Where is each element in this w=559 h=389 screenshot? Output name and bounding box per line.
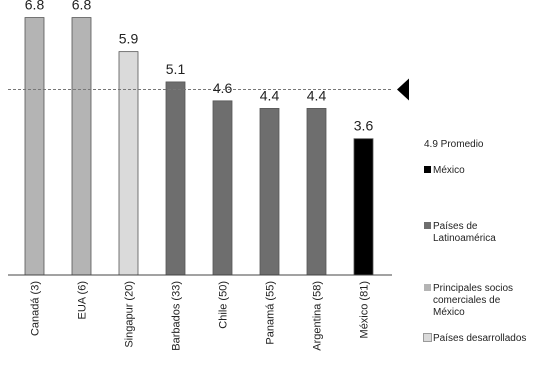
value-label: 3.6 — [354, 118, 374, 134]
bar — [259, 108, 280, 276]
legend-swatch-latam — [424, 222, 431, 229]
bar — [353, 138, 374, 276]
bar — [118, 51, 139, 276]
legend-label-latam: Países de Latinoamérica — [433, 221, 496, 244]
value-label: 5.1 — [166, 61, 186, 77]
average-legend: 4.9 Promedio — [424, 139, 483, 151]
value-label: 4.4 — [260, 87, 280, 103]
bar — [165, 81, 186, 276]
value-label: 5.9 — [119, 31, 139, 47]
value-label: 6.8 — [25, 0, 45, 13]
category-label: EUA (6) — [77, 281, 89, 320]
average-marker-icon — [397, 78, 409, 101]
legend-item-socios: Principales socios comerciales de México — [424, 283, 523, 319]
legend-label-desarrollados: Países desarrollados — [433, 333, 527, 344]
legend-swatch-desarrollados — [423, 333, 432, 342]
value-label: 6.8 — [72, 0, 92, 13]
bar — [71, 17, 92, 276]
legend-item-mexico: México — [424, 165, 543, 177]
bar — [306, 108, 327, 276]
category-label: México (81) — [359, 281, 371, 338]
average-label: 4.9 Promedio — [424, 139, 484, 150]
bar — [24, 17, 45, 276]
category-label: Canadá (3) — [30, 281, 42, 336]
bar — [212, 100, 233, 276]
legend-swatch-mexico — [424, 166, 431, 173]
value-label: 4.6 — [213, 80, 233, 96]
category-label: Argentina (58) — [312, 281, 324, 351]
legend-item-desarrollados: Países desarrollados — [423, 333, 558, 345]
legend-swatch-socios — [424, 284, 431, 291]
category-label: Panamá (55) — [265, 281, 277, 345]
legend-label-socios: Principales socios comerciales de México — [433, 283, 514, 318]
value-label: 4.4 — [307, 87, 327, 103]
category-label: Barbados (33) — [171, 281, 183, 351]
legend-label-mexico: México — [433, 165, 465, 176]
legend-item-latam: Países de Latinoamérica — [424, 221, 511, 245]
category-label: Singapur (20) — [124, 281, 136, 348]
category-label: Chile (50) — [218, 281, 230, 329]
